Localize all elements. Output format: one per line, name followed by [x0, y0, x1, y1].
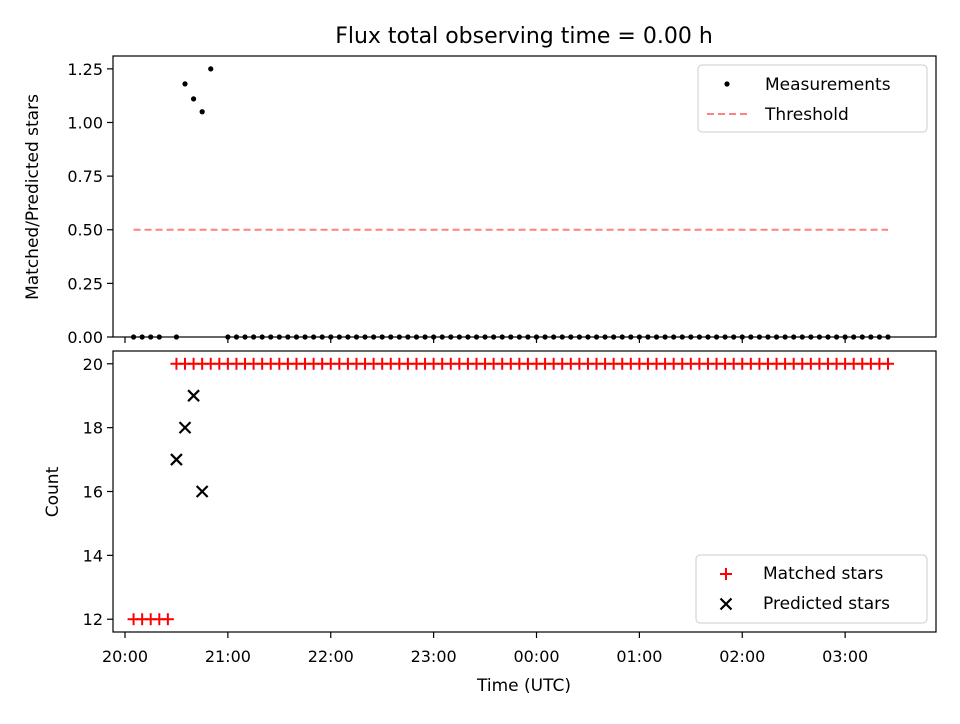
legend-matched-marker — [720, 568, 732, 580]
bottom-x-tick-label: 01:00 — [616, 647, 662, 666]
legend-measurements-marker — [724, 81, 730, 87]
bottom-y-axis-label: Count — [43, 466, 63, 517]
bottom-panel: 12 14 16 18 20 20:00 21:00 22:00 23:00 00:00 01:00… — [83, 350, 937, 666]
top-y-tick-label: 1.25 — [67, 60, 103, 79]
bottom-x-tick-label: 21:00 — [205, 647, 251, 666]
legend-predicted-marker-b — [719, 597, 733, 611]
top-legend-box — [697, 64, 928, 133]
legend-predicted-marker — [719, 597, 733, 611]
bottom-x-tick-label: 22:00 — [308, 647, 354, 666]
predicted-point — [187, 389, 200, 402]
top-y-tick-label: 0.00 — [67, 328, 103, 347]
top-y-axis-label: Matched/Predicted stars — [23, 94, 43, 300]
bottom-x-tick-label: 02:00 — [719, 647, 765, 666]
legend-measurements-label: Measurements — [765, 75, 891, 95]
x-axis-label: Time (UTC) — [476, 676, 571, 696]
top-y-tick-label: 0.75 — [67, 167, 103, 186]
predicted-point — [195, 485, 209, 498]
top-legend: Measurements Threshold — [697, 64, 928, 133]
matched-point — [881, 357, 894, 370]
measurement-point — [208, 66, 214, 72]
matched-point — [161, 613, 174, 626]
top-y-tick-label: 0.25 — [67, 274, 103, 293]
chart-title: Flux total observing time = 0.00 h — [335, 24, 713, 49]
measurement-point — [182, 81, 188, 87]
measurement-point — [190, 96, 197, 102]
bottom-x-tick-label: 00:00 — [513, 647, 559, 666]
top-panel: 0.00 0.25 0.50 0.75 1.00 1.25 Measurements Thre… — [67, 55, 937, 347]
measurement-point — [199, 109, 205, 115]
legend-predicted-label: Predicted stars — [763, 594, 890, 614]
bottom-x-tick-label: 23:00 — [411, 647, 457, 666]
top-y-tick-label: 1.00 — [67, 113, 103, 132]
legend-matched-label: Matched stars — [763, 564, 883, 584]
legend-threshold-label: Threshold — [764, 105, 849, 125]
predicted-point — [178, 421, 192, 434]
top-frame — [112, 55, 937, 338]
bottom-y-tick-label: 12 — [83, 610, 103, 629]
bottom-x-tick-label: 03:00 — [822, 647, 868, 666]
bottom-x-tick-label: 20:00 — [102, 647, 148, 666]
bottom-y-tick-label: 14 — [83, 546, 103, 565]
bottom-y-tick-label: 16 — [83, 483, 103, 502]
bottom-legend-box — [695, 554, 928, 624]
predicted-point-b — [187, 389, 200, 402]
bottom-y-tick-label: 18 — [83, 419, 103, 438]
bottom-legend: Matched stars Predicted stars — [695, 554, 928, 624]
predicted-point-b — [195, 485, 209, 498]
predicted-point — [170, 453, 183, 466]
predicted-point-b — [170, 453, 183, 466]
top-y-tick-label: 0.50 — [67, 221, 103, 240]
bottom-y-tick-label: 20 — [83, 355, 103, 374]
predicted-point-b — [178, 421, 192, 434]
